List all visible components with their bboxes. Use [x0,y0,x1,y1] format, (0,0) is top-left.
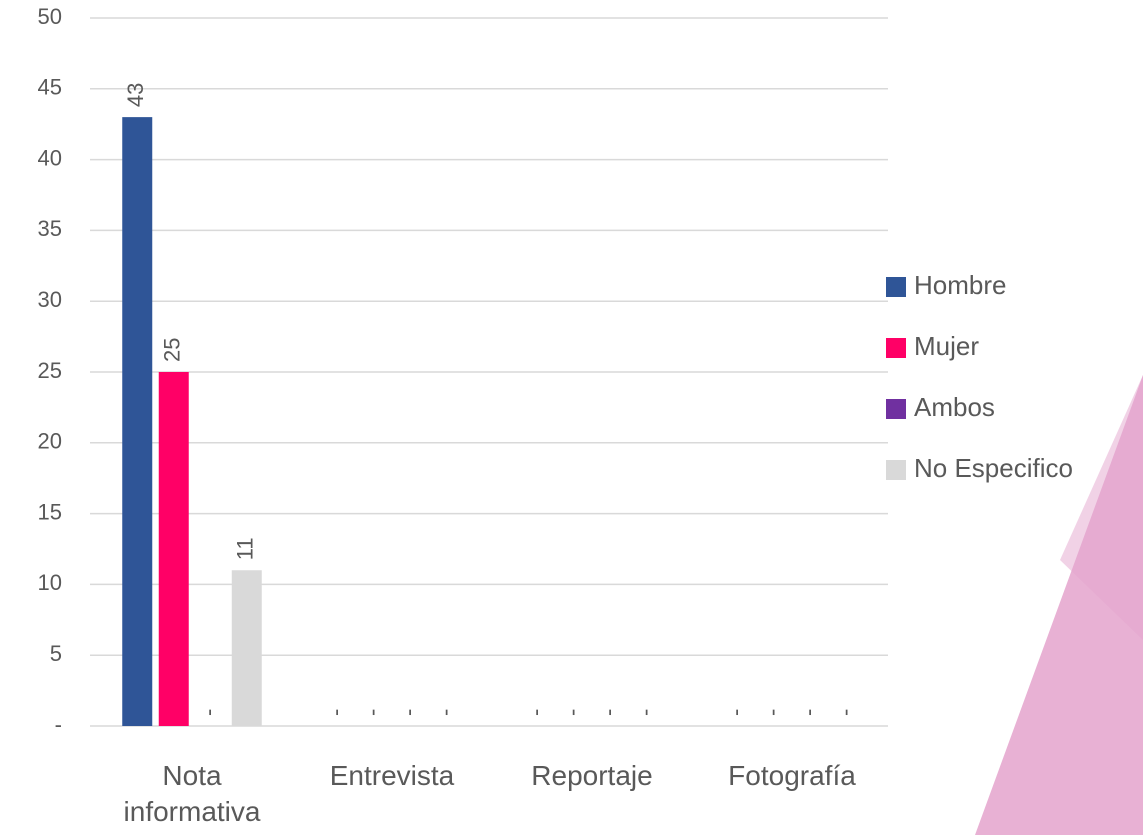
data-label: 11 [233,537,258,560]
data-label: - [323,709,348,716]
x-tick-label: Reportaje [531,760,653,791]
data-label: - [596,709,621,716]
y-tick-label: 50 [38,4,62,29]
data-label: - [433,709,458,716]
legend-swatch [886,277,906,297]
data-label: - [396,709,421,716]
legend-swatch [886,338,906,358]
bar [122,117,153,727]
y-tick-label: 35 [38,216,62,241]
legend-label: No Especifico [914,453,1073,483]
legend-swatch [886,399,906,419]
data-label: - [560,709,585,716]
data-label: 43 [123,83,148,107]
data-label: 25 [160,338,185,362]
y-tick-label: 25 [38,358,62,383]
legend-label: Ambos [914,392,995,422]
data-label: - [723,709,748,716]
bar [231,570,262,726]
y-tick-label: 30 [38,287,62,312]
x-tick-label: Entrevista [329,760,455,791]
data-label: - [196,709,221,716]
legend-label: Mujer [914,331,979,361]
y-tick-label: 5 [50,641,62,666]
data-label: - [523,709,548,716]
y-tick-label: - [55,712,62,737]
y-tick-label: 20 [38,429,62,454]
bar [158,372,189,726]
data-label: - [760,709,785,716]
y-tick-label: 15 [38,499,62,524]
y-tick-label: 45 [38,75,62,100]
legend-swatch [886,460,906,480]
data-label: - [633,709,658,716]
background-shape [1060,375,1143,640]
y-tick-label: 40 [38,145,62,170]
x-tick-label: Fotografía [728,760,856,791]
legend-label: Hombre [914,270,1006,300]
x-tick-label: Nota informativa [123,760,261,827]
data-label: - [833,709,858,716]
y-tick-label: 10 [38,570,62,595]
data-label: - [360,709,385,716]
data-label: - [796,709,821,716]
